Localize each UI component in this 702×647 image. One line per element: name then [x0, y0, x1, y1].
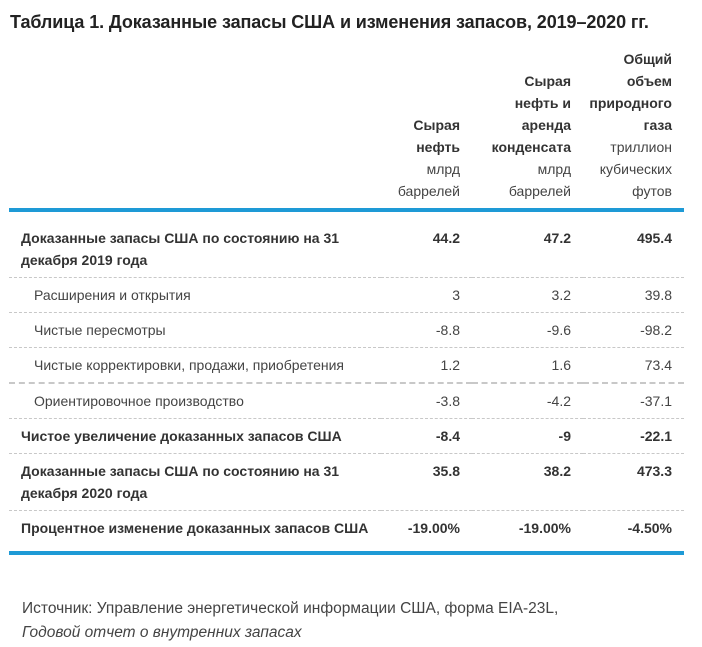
- cell-crude-lease-condensate: -9: [472, 418, 583, 454]
- header-unit: млрд: [426, 161, 460, 177]
- source-text: Источник: Управление энергетической инфо…: [22, 600, 559, 617]
- header-crude-oil: Сырая нефть млрд баррелей: [381, 48, 472, 212]
- reserves-table: Сырая нефть млрд баррелей Сырая нефть и …: [9, 48, 684, 555]
- row-label: Доказанные запасы США по состоянию на 31…: [9, 210, 381, 278]
- row-label: Процентное изменение доказанных запасов …: [9, 510, 381, 555]
- row-label: Ориентировочное производство: [9, 383, 381, 419]
- row-label: Чистое увеличение доказанных запасов США: [9, 418, 381, 454]
- row-label: Чистые пересмотры: [9, 312, 381, 348]
- source-report-title: Годовой отчет о внутренних запасах: [22, 624, 302, 641]
- cell-crude-lease-condensate: -19.00%: [472, 510, 583, 555]
- table-title: Таблица 1. Доказанные запасы США и измен…: [10, 12, 649, 32]
- table-row-extensions: Расширения и открытия 3 3.2 39.8: [9, 277, 684, 313]
- header-unit: триллион: [610, 139, 672, 155]
- cell-crude-oil: 3: [381, 277, 472, 313]
- table-row-net-change: Чистое увеличение доказанных запасов США…: [9, 418, 684, 454]
- header-label-column: [9, 48, 381, 212]
- header-unit: кубических: [599, 161, 672, 177]
- cell-crude-oil: 1.2: [381, 347, 472, 384]
- header-text: аренда: [521, 117, 571, 133]
- cell-natural-gas: 73.4: [583, 347, 684, 384]
- header-text: конденсата: [491, 139, 571, 155]
- cell-crude-lease-condensate: 47.2: [472, 210, 583, 278]
- cell-crude-oil: -3.8: [381, 383, 472, 419]
- header-unit: баррелей: [397, 183, 460, 199]
- cell-crude-oil: -8.8: [381, 312, 472, 348]
- header-total-natural-gas: Общий объем природного газа триллион куб…: [583, 48, 684, 212]
- cell-crude-lease-condensate: -9.6: [472, 312, 583, 348]
- cell-crude-lease-condensate: -4.2: [472, 383, 583, 419]
- row-label: Чистые корректировки, продажи, приобрете…: [9, 347, 381, 384]
- header-text: газа: [643, 117, 672, 133]
- source-note: Источник: Управление энергетической инфо…: [22, 597, 558, 645]
- cell-natural-gas: -4.50%: [583, 510, 684, 555]
- table-row-net-adjustments: Чистые корректировки, продажи, приобрете…: [9, 347, 684, 384]
- cell-crude-oil: 35.8: [381, 453, 472, 511]
- cell-natural-gas: 473.3: [583, 453, 684, 511]
- table-header-row: Сырая нефть млрд баррелей Сырая нефть и …: [9, 48, 684, 212]
- table-row-reserves-2020: Доказанные запасы США по состоянию на 31…: [9, 453, 684, 511]
- cell-natural-gas: 495.4: [583, 210, 684, 278]
- table-row-percent-change: Процентное изменение доказанных запасов …: [9, 510, 684, 555]
- header-unit: баррелей: [508, 183, 571, 199]
- header-crude-oil-lease-condensate: Сырая нефть и аренда конденсата млрд бар…: [472, 48, 583, 212]
- table-row-net-revisions: Чистые пересмотры -8.8 -9.6 -98.2: [9, 312, 684, 348]
- header-text: природного: [589, 95, 672, 111]
- cell-crude-oil: -8.4: [381, 418, 472, 454]
- header-text: объем: [626, 73, 672, 89]
- cell-crude-lease-condensate: 1.6: [472, 347, 583, 384]
- header-text: Сырая: [413, 117, 460, 133]
- cell-crude-oil: 44.2: [381, 210, 472, 278]
- cell-crude-lease-condensate: 38.2: [472, 453, 583, 511]
- row-label: Доказанные запасы США по состоянию на 31…: [9, 453, 381, 511]
- table-row-estimated-production: Ориентировочное производство -3.8 -4.2 -…: [9, 383, 684, 419]
- cell-crude-lease-condensate: 3.2: [472, 277, 583, 313]
- cell-natural-gas: -22.1: [583, 418, 684, 454]
- header-text: Общий: [623, 51, 672, 67]
- header-text: нефть: [416, 139, 460, 155]
- header-unit: млрд: [537, 161, 571, 177]
- table-row-reserves-2019: Доказанные запасы США по состоянию на 31…: [9, 210, 684, 278]
- cell-natural-gas: 39.8: [583, 277, 684, 313]
- header-text: нефть и: [514, 95, 571, 111]
- header-text: Сырая: [524, 73, 571, 89]
- cell-natural-gas: -98.2: [583, 312, 684, 348]
- row-label: Расширения и открытия: [9, 277, 381, 313]
- header-unit: футов: [632, 183, 672, 199]
- cell-crude-oil: -19.00%: [381, 510, 472, 555]
- cell-natural-gas: -37.1: [583, 383, 684, 419]
